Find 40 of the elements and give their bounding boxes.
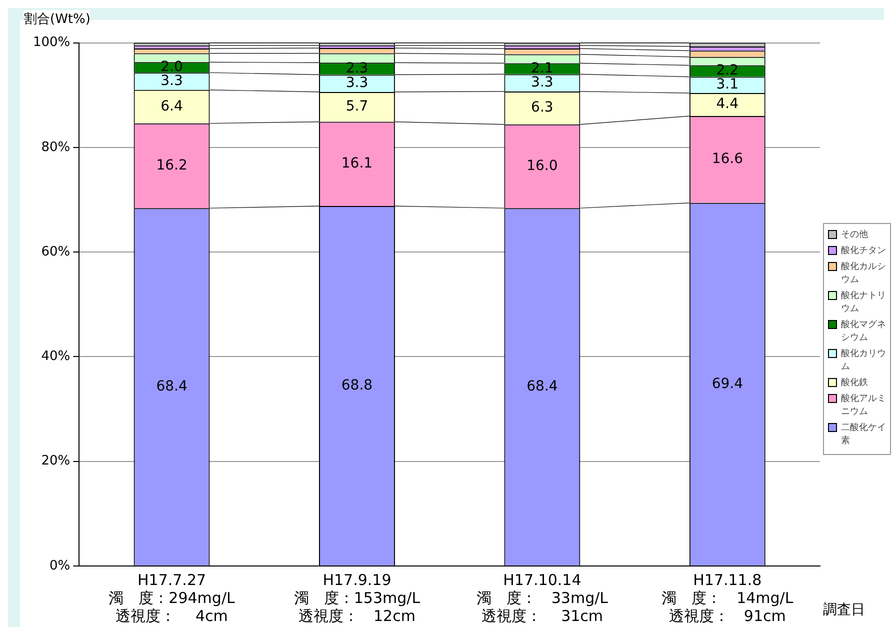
legend-label: 酸化チタン [841,244,886,257]
data-label: 16.0 [526,158,558,174]
legend-label: 酸化アルミニウム [841,392,886,418]
data-label: 2.0 [160,59,183,76]
data-label: 69.4 [712,376,744,392]
data-label: 16.6 [712,151,744,168]
x-tick-label: H17.9.19 濁 度：153mg/L 透視度： 12cm [294,570,421,625]
data-label: 3.1 [716,76,739,93]
data-label: 4.4 [716,96,739,112]
legend-label: その他 [841,228,868,241]
y-tick-label: 20% [41,454,70,469]
data-label: 6.4 [160,98,183,114]
data-label: 3.3 [346,74,368,91]
legend-label: 酸化カリウム [841,348,886,373]
data-label: 2.1 [531,60,554,76]
data-label: 3.3 [531,74,554,90]
y-tick-label: 0% [50,558,70,574]
x-tick-label: H17.7.27 濁 度：294mg/L 透視度： 4cm [108,570,236,625]
data-label: 68.4 [526,378,558,394]
legend-label: 二酸化ケイ素 [841,422,886,447]
data-label: 6.3 [531,100,554,116]
data-label: 16.2 [156,157,188,174]
y-tick-label: 40% [41,349,70,364]
data-label: 68.8 [341,377,373,394]
y-axis-title: 割合(Wt%) [24,10,90,28]
y-tick-label: 100% [32,35,70,50]
x-tick-label: H17.10.14 濁 度： 33mg/L 透視度： 31cm [476,570,609,625]
data-label: 68.4 [156,378,188,394]
data-label: 2.2 [716,62,739,79]
legend-label: 酸化カルシウム [841,260,886,286]
legend-label: 酸化ナトリウム [841,290,886,315]
data-label: 16.1 [341,156,373,172]
y-tick-label: 60% [41,244,70,260]
legend-label: 酸化鉄 [841,376,868,389]
x-tick-label: H17.11.8 濁 度： 14mg/L 透視度： 91cm [662,570,794,625]
data-label: 5.7 [346,98,368,115]
x-axis-title: 調査日 [823,601,865,619]
legend-label: 酸化マグネシウム [841,318,886,344]
data-label: 3.3 [160,72,183,89]
y-tick-label: 80% [41,140,70,155]
